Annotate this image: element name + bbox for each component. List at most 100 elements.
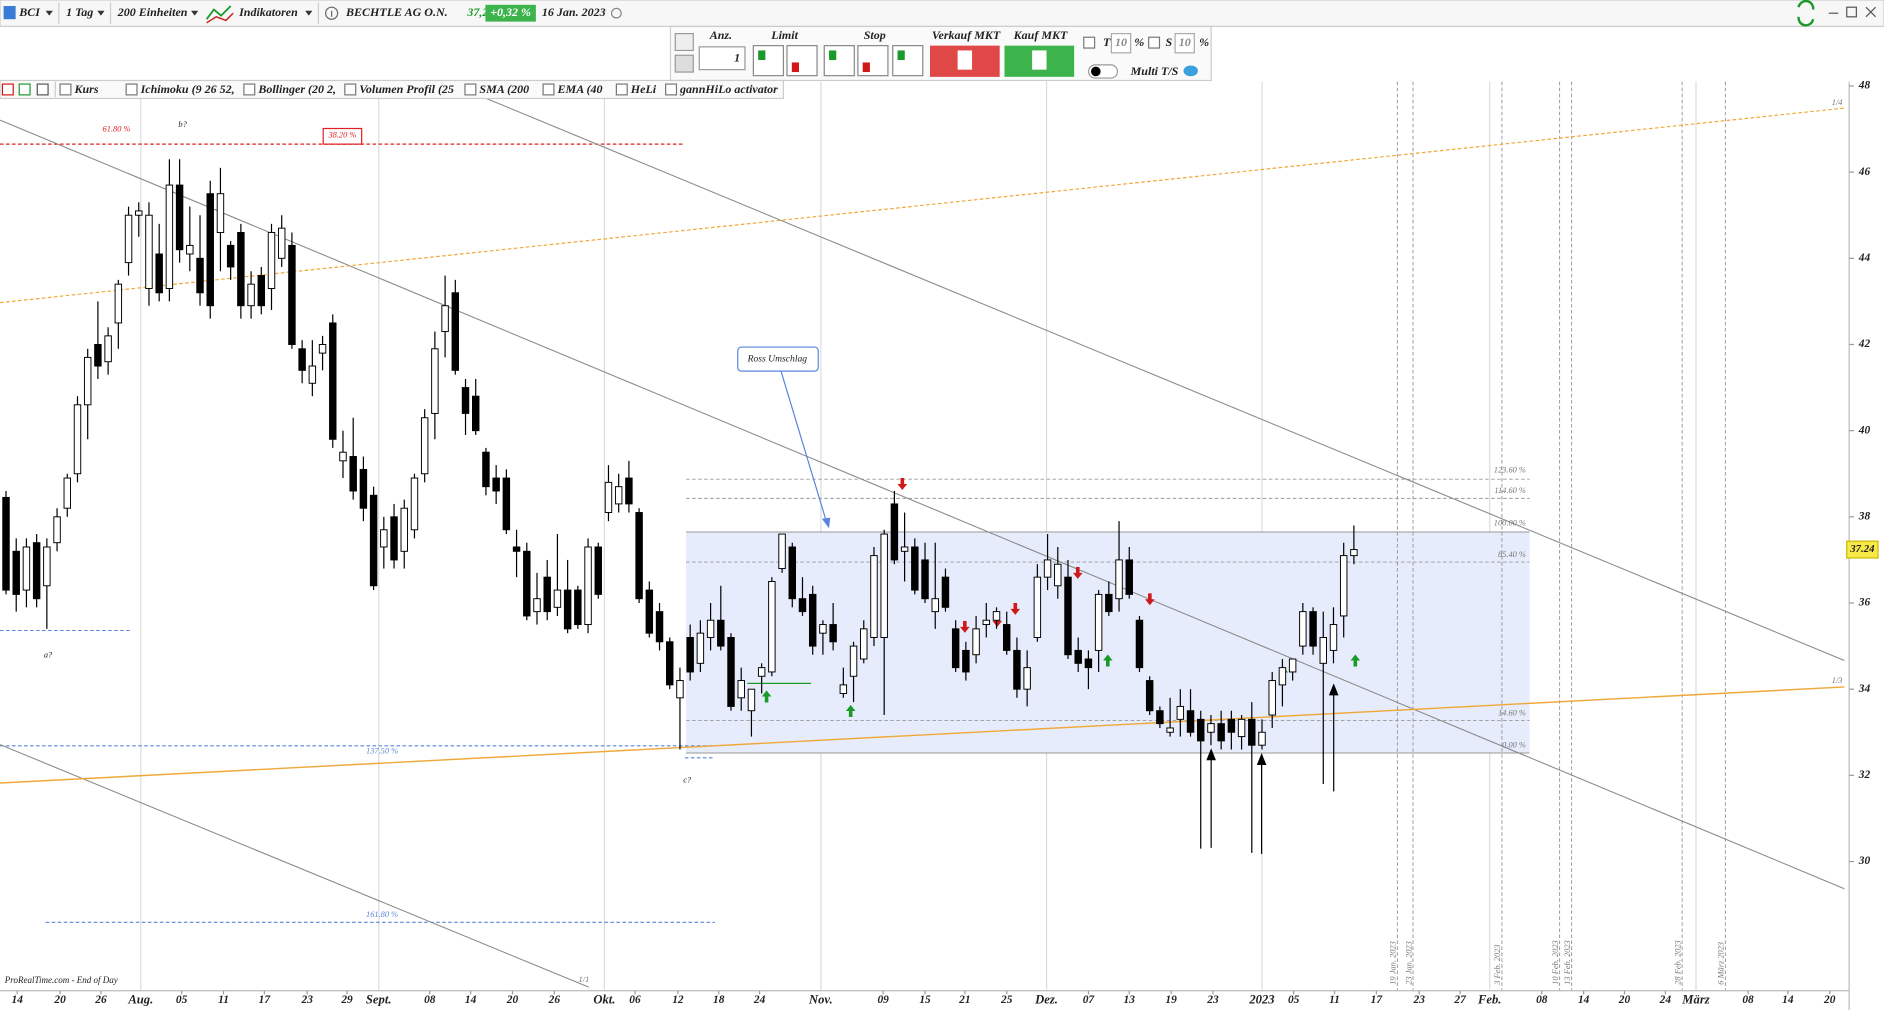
candle-body xyxy=(196,257,204,294)
candle-body xyxy=(1299,611,1307,647)
candle-body xyxy=(778,533,786,570)
units[interactable]: 200 Einheiten xyxy=(117,5,188,19)
indicator-checkbox[interactable] xyxy=(59,83,72,96)
buy-label: Kauf MKT xyxy=(1013,28,1068,42)
indicator-checkbox[interactable] xyxy=(125,83,138,96)
candle-body xyxy=(594,546,602,595)
maximize[interactable] xyxy=(1846,6,1857,18)
candle-body xyxy=(380,529,388,548)
qty: 1 xyxy=(734,51,740,65)
candle-body xyxy=(492,477,500,492)
dropdown[interactable] xyxy=(97,10,105,16)
s-input[interactable] xyxy=(1174,33,1195,54)
indicator-label[interactable]: Bollinger (20 2, xyxy=(257,82,336,96)
t-input[interactable] xyxy=(1110,33,1132,54)
icon[interactable] xyxy=(1,83,14,96)
x-tick-label: 13 xyxy=(1124,994,1136,1006)
keyboard-icon[interactable] xyxy=(674,54,694,73)
indicator-label[interactable]: Volumen Profil (25 xyxy=(359,82,454,96)
icon[interactable] xyxy=(3,6,16,20)
x-tick-label-major: Aug. xyxy=(127,992,153,1006)
note: Ross Umschlag xyxy=(747,353,808,364)
x-tick-label: 23 xyxy=(301,994,314,1006)
candle-body xyxy=(1278,667,1287,686)
symbol[interactable]: BCI xyxy=(18,5,41,19)
s-label: S xyxy=(1165,35,1172,49)
indicator-checkbox[interactable] xyxy=(344,83,357,96)
trend-line xyxy=(0,744,589,988)
dropdown[interactable] xyxy=(305,10,313,16)
stop-buy[interactable] xyxy=(823,45,855,77)
indicator-label[interactable]: HeLi xyxy=(630,82,657,96)
candle-body xyxy=(727,636,735,707)
tool-icon[interactable] xyxy=(674,33,694,52)
candle-body xyxy=(614,486,623,505)
date-marker: 13 Feb. 2023 xyxy=(1563,940,1572,985)
candle-body xyxy=(329,322,337,440)
change-badge xyxy=(485,4,536,22)
candle-body xyxy=(1064,576,1072,656)
info-icon[interactable] xyxy=(325,6,339,20)
indicator-label[interactable]: Kurs xyxy=(73,82,98,96)
fib-label: 100.00 % xyxy=(1494,519,1526,528)
candle-body xyxy=(186,244,194,255)
wave-label: a? xyxy=(44,651,53,660)
x-tick-label-major: 2023 xyxy=(1248,992,1274,1006)
candle-body xyxy=(655,611,664,643)
candle-body xyxy=(982,619,991,626)
stop-sell[interactable] xyxy=(857,45,889,77)
indicator-label[interactable]: EMA (40 xyxy=(557,82,603,96)
clock-icon[interactable] xyxy=(610,7,622,19)
limit-sell[interactable] xyxy=(786,45,818,77)
icon[interactable] xyxy=(36,83,49,96)
candle-body xyxy=(114,283,123,324)
indicator-icon[interactable] xyxy=(206,12,234,24)
t-value: 10 xyxy=(1115,35,1127,49)
candle-body xyxy=(1329,624,1338,651)
wave-arrows xyxy=(1210,689,1335,854)
dropdown[interactable] xyxy=(45,10,53,16)
fib-label: 137.50 % xyxy=(366,747,398,756)
indicator-checkbox[interactable] xyxy=(615,83,628,96)
qty-input[interactable] xyxy=(698,46,746,71)
candle-body xyxy=(73,404,82,475)
fan-label: 1/4 xyxy=(1832,98,1843,107)
y-tick-label: 46 xyxy=(1858,166,1871,178)
indicator-checkbox[interactable] xyxy=(464,83,477,96)
s-checkbox[interactable] xyxy=(1148,36,1161,49)
indicator-label[interactable]: Ichimoku (9 26 52, xyxy=(140,82,235,96)
candle-body xyxy=(768,580,776,673)
candle-body xyxy=(1288,658,1297,673)
x-tick-label: 08 xyxy=(1742,994,1754,1006)
help-bubble[interactable] xyxy=(1183,65,1198,77)
dropdown[interactable] xyxy=(191,10,199,16)
y-tick-label: 42 xyxy=(1858,338,1871,350)
candle-body xyxy=(1074,649,1082,664)
indicators[interactable]: Indikatoren xyxy=(238,5,298,19)
indicator-icon[interactable] xyxy=(205,5,232,20)
indicator-label[interactable]: gannHiLo activator xyxy=(679,82,778,96)
glyph xyxy=(758,50,766,61)
stop-label: Stop xyxy=(864,28,886,42)
indicator-checkbox[interactable] xyxy=(665,83,678,96)
trend-line xyxy=(480,95,1845,662)
close[interactable] xyxy=(1865,6,1877,18)
candle-body xyxy=(1186,710,1195,733)
y-tick-label: 30 xyxy=(1858,855,1871,867)
t-checkbox[interactable] xyxy=(1083,36,1096,49)
candle-body xyxy=(63,477,72,509)
candle-body xyxy=(32,542,41,600)
x-tick-label-major: Dez. xyxy=(1034,992,1058,1006)
icon[interactable] xyxy=(18,83,31,96)
refresh-icon[interactable] xyxy=(1797,0,1815,27)
indicator-label[interactable]: SMA (200 xyxy=(479,82,529,96)
indicator-checkbox[interactable] xyxy=(243,83,256,96)
indicator-checkbox[interactable] xyxy=(542,83,555,96)
candle-body xyxy=(1248,718,1256,746)
candle-body xyxy=(237,231,245,307)
limit-buy[interactable] xyxy=(752,45,784,77)
candle-body xyxy=(257,275,266,307)
interval[interactable]: 1 Tag xyxy=(66,5,93,19)
wave-label: b? xyxy=(178,120,187,129)
stop-other[interactable] xyxy=(892,45,924,77)
